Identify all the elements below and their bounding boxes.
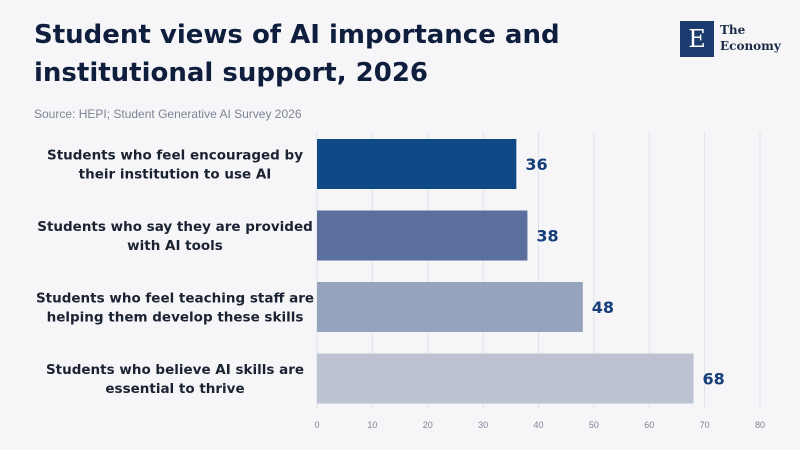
category-label-0-line-1: their institution to use AI xyxy=(79,167,272,183)
x-tick-label-80: 80 xyxy=(755,420,765,430)
value-label-3: 68 xyxy=(703,370,725,389)
chart-title-line-1: Student views of AI importance and xyxy=(34,20,560,50)
x-tick-label-0: 0 xyxy=(314,420,319,430)
bar-3 xyxy=(317,353,694,404)
category-label-2-line-0: Students who feel teaching staff are xyxy=(36,291,314,307)
x-tick-label-70: 70 xyxy=(700,420,710,430)
x-tick-label-40: 40 xyxy=(533,420,543,430)
bar-1 xyxy=(317,210,528,261)
x-tick-label-30: 30 xyxy=(478,420,488,430)
bar-0 xyxy=(317,139,517,189)
chart-title-line-2: institutional support, 2026 xyxy=(34,58,429,88)
value-label-1: 38 xyxy=(536,227,558,246)
category-label-1-line-0: Students who say they are provided xyxy=(37,219,313,235)
category-label-0-line-0: Students who feel encouraged by xyxy=(47,148,303,164)
logo-line-economy: Economy xyxy=(720,39,781,53)
x-tick-label-20: 20 xyxy=(423,420,433,430)
value-label-2: 48 xyxy=(592,298,614,317)
logo-wordmark: The Economy xyxy=(720,22,781,54)
the-economy-logo: E The Economy xyxy=(680,21,790,57)
bar-2 xyxy=(317,282,583,332)
category-label-2-line-1: helping them develop these skills xyxy=(47,310,304,326)
chart-source: Source: HEPI; Student Generative AI Surv… xyxy=(34,107,302,121)
x-tick-label-50: 50 xyxy=(589,420,599,430)
x-tick-label-60: 60 xyxy=(644,420,654,430)
x-tick-label-10: 10 xyxy=(367,420,377,430)
category-label-3-line-1: essential to thrive xyxy=(105,381,244,397)
category-label-3-line-0: Students who believe AI skills are xyxy=(46,362,304,378)
logo-e-mark: E xyxy=(680,21,714,57)
logo-line-the: The xyxy=(720,23,746,37)
chart-title: Student views of AI importance and insti… xyxy=(34,16,594,92)
category-label-1-line-1: with AI tools xyxy=(127,238,223,254)
value-label-0: 36 xyxy=(525,155,547,174)
